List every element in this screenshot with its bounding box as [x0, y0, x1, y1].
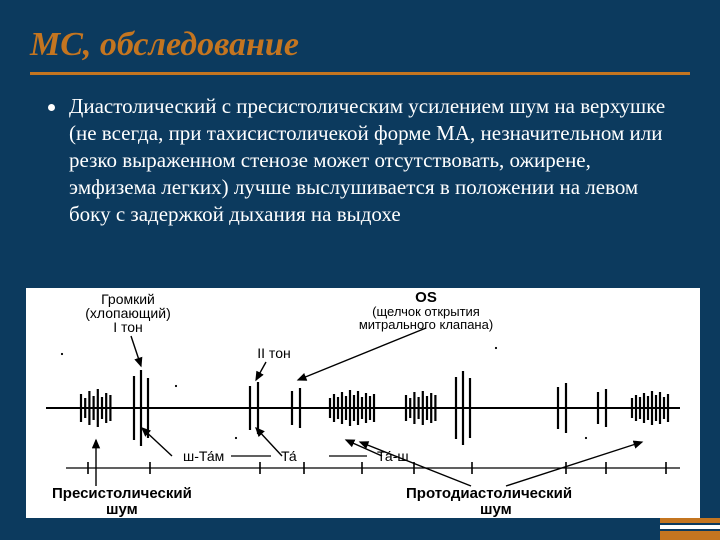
slide: МС, обследование Диастолический с пресис… [0, 0, 720, 540]
bullet-dot [48, 104, 55, 111]
svg-text:I тон: I тон [113, 319, 143, 335]
bullet-text: Диастолический с пресистолическим усилен… [69, 93, 682, 227]
phono-diagram: Громкий(хлопающий)I тонII тонOS(щелчок о… [26, 288, 700, 518]
svg-text:II тон: II тон [257, 345, 290, 361]
corner-accent [660, 518, 720, 540]
svg-text:ш-Та́м: ш-Та́м [183, 448, 224, 464]
svg-text:шум: шум [106, 501, 138, 518]
svg-text:Та́: Та́ [281, 448, 297, 464]
slide-title: МС, обследование [30, 26, 690, 75]
phono-svg: Громкий(хлопающий)I тонII тонOS(щелчок о… [26, 288, 700, 518]
svg-text:шум: шум [480, 501, 512, 518]
svg-text:митрального клапана): митрального клапана) [359, 317, 493, 332]
svg-text:Пресистолический: Пресистолический [52, 485, 192, 502]
bullet-row: Диастолический с пресистолическим усилен… [30, 93, 690, 227]
svg-text:Протодиастолический: Протодиастолический [406, 485, 572, 502]
